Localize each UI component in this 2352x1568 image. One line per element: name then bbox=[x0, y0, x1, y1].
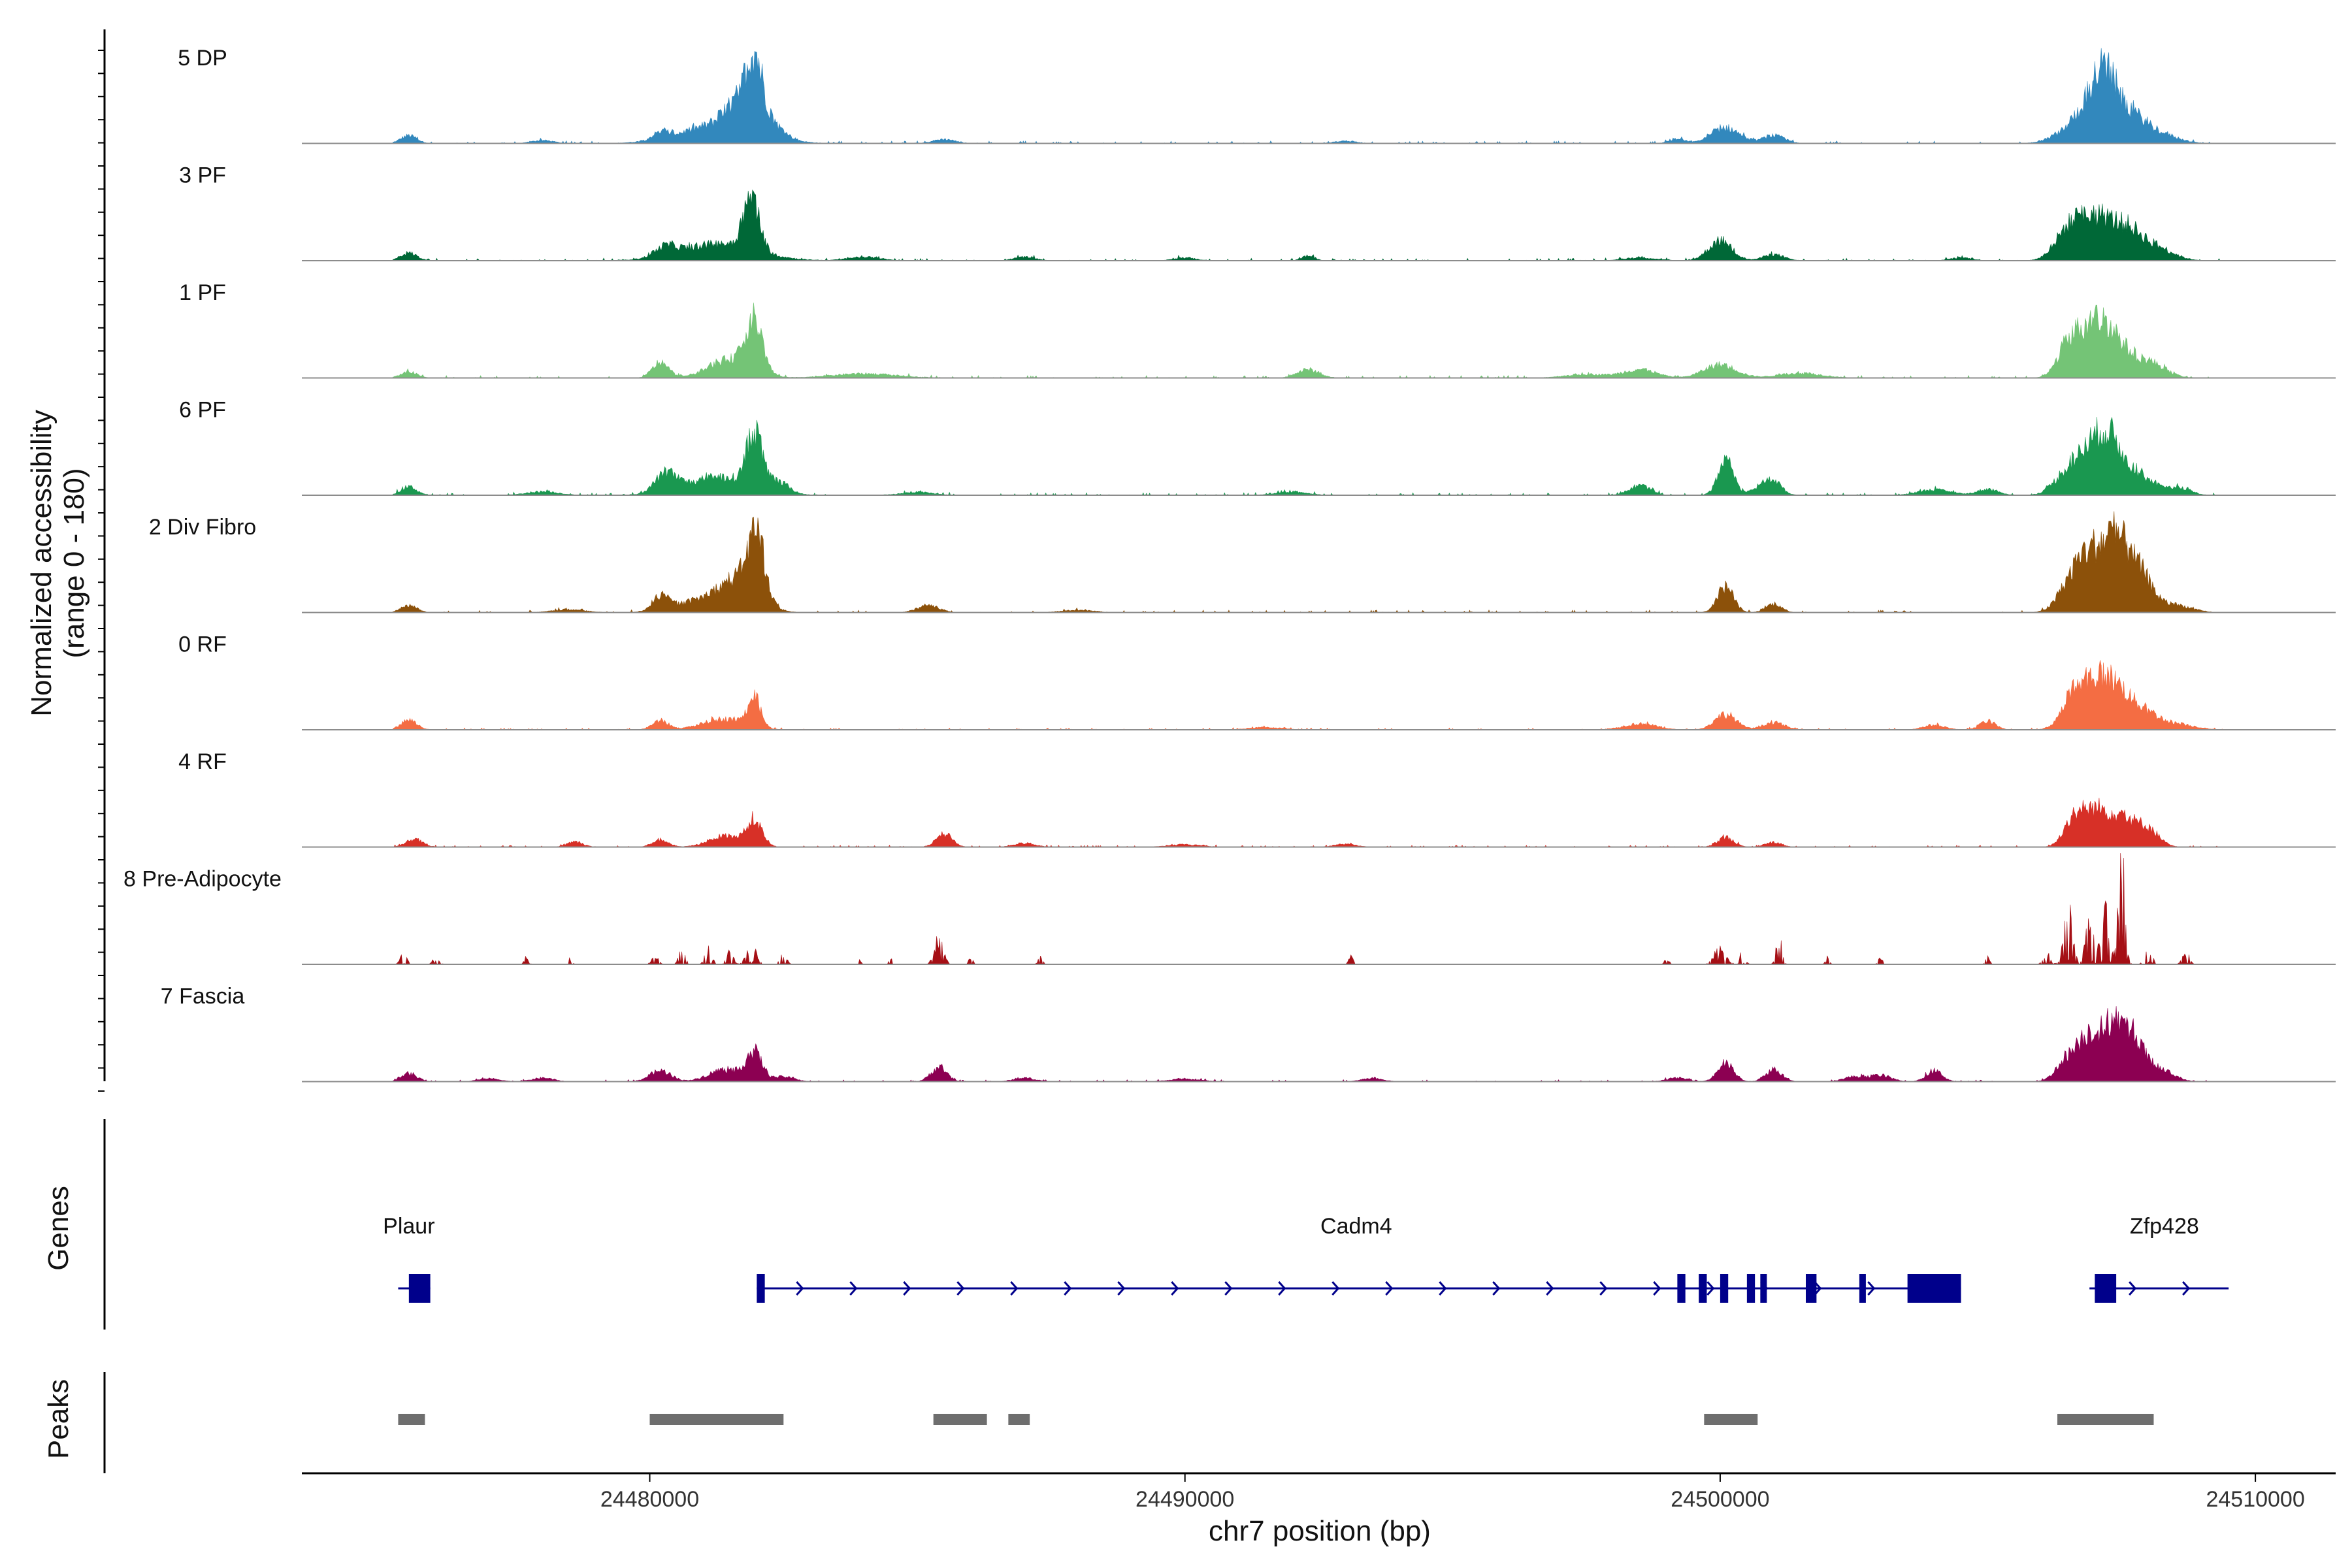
exon bbox=[1760, 1274, 1767, 1303]
track-4: 6 PF bbox=[179, 397, 2336, 496]
coverage-area bbox=[393, 189, 2223, 261]
track-label: 0 RF bbox=[178, 632, 227, 657]
peaks-panel: Peaks bbox=[42, 1372, 2154, 1473]
strand-arrow bbox=[2182, 1281, 2191, 1296]
peak-region bbox=[1008, 1414, 1030, 1425]
track-label: 1 PF bbox=[179, 280, 226, 305]
track-2: 3 PF bbox=[179, 163, 2336, 261]
track-5: 2 Div Fibro bbox=[149, 511, 2336, 613]
x-tick-label: 24500000 bbox=[1671, 1487, 1769, 1512]
coverage-area bbox=[393, 417, 2223, 496]
coverage-area bbox=[393, 660, 2224, 730]
track-1: 5 DP bbox=[178, 46, 2336, 144]
strand-arrow bbox=[1278, 1281, 1286, 1296]
strand-arrow bbox=[1224, 1281, 1233, 1296]
peaks-panel-label: Peaks bbox=[42, 1379, 74, 1459]
genes-panel-label: Genes bbox=[42, 1186, 74, 1271]
track-6: 0 RF bbox=[178, 632, 2336, 730]
exon bbox=[1720, 1274, 1729, 1303]
peak-region bbox=[1704, 1414, 1758, 1425]
track-7: 4 RF bbox=[178, 749, 2336, 848]
exon bbox=[408, 1274, 431, 1303]
track-8: 8 Pre-Adipocyte bbox=[123, 853, 2336, 965]
track-label: 8 Pre-Adipocyte bbox=[123, 866, 282, 891]
exon bbox=[1859, 1274, 1866, 1303]
gene-label: Zfp428 bbox=[2130, 1214, 2199, 1239]
exon bbox=[757, 1274, 765, 1303]
strand-arrow bbox=[1331, 1281, 1340, 1296]
strand-arrow bbox=[1599, 1281, 1608, 1296]
gene-label: Plaur bbox=[383, 1214, 434, 1239]
strand-arrow bbox=[1439, 1281, 1447, 1296]
strand-arrow bbox=[1117, 1281, 1126, 1296]
y-axis-title-line1: Normalized accessibility bbox=[25, 410, 57, 716]
x-axis: chr7 position (bp) 24480000 24490000 24500… bbox=[302, 1472, 2336, 1547]
strand-arrow bbox=[1385, 1281, 1394, 1296]
peak-region bbox=[2057, 1414, 2154, 1425]
gene-cadm4: Cadm4 bbox=[757, 1214, 1961, 1303]
strand-arrow bbox=[1064, 1281, 1072, 1296]
track-label: 7 Fascia bbox=[161, 984, 245, 1009]
gene-zfp428: Zfp428 bbox=[2089, 1214, 2229, 1303]
strand-arrow bbox=[1546, 1281, 1554, 1296]
strand-arrow bbox=[903, 1281, 911, 1296]
track-3: 1 PF bbox=[179, 280, 2336, 379]
exon bbox=[1699, 1274, 1707, 1303]
track-9: 7 Fascia bbox=[161, 984, 2336, 1083]
track-label: 4 RF bbox=[178, 749, 227, 774]
strand-arrow bbox=[1707, 1281, 1715, 1296]
track-label: 6 PF bbox=[179, 397, 226, 422]
strand-arrow bbox=[1171, 1281, 1179, 1296]
strand-arrow bbox=[1653, 1281, 1661, 1296]
x-axis-title: chr7 position (bp) bbox=[1209, 1515, 1431, 1547]
peak-region bbox=[933, 1414, 987, 1425]
coverage-tracks: 5 DP 3 PF 1 PF 6 PF 2 Div Fibro 0 RF 4 RF 8 Pre… bbox=[123, 46, 2336, 1083]
y-axis-title-line2: (range 0 - 180) bbox=[58, 468, 90, 658]
exon bbox=[1907, 1274, 1961, 1303]
coverage-area bbox=[393, 798, 2223, 848]
exon bbox=[1677, 1274, 1686, 1303]
exon bbox=[1746, 1274, 1756, 1303]
strand-arrow bbox=[849, 1281, 858, 1296]
y-axis-title: Normalized accessibility (range 0 - 180) bbox=[25, 410, 90, 716]
coverage-area bbox=[393, 511, 2224, 613]
strand-arrow bbox=[796, 1281, 804, 1296]
gene-label: Cadm4 bbox=[1320, 1214, 1392, 1239]
x-tick-label: 24480000 bbox=[600, 1487, 699, 1512]
exon bbox=[1805, 1274, 1817, 1303]
exon bbox=[2095, 1274, 2117, 1303]
coverage-area bbox=[393, 1006, 2223, 1082]
x-tick-label: 24490000 bbox=[1135, 1487, 1234, 1512]
x-tick-label: 24510000 bbox=[2206, 1487, 2304, 1512]
coverage-area bbox=[393, 302, 2223, 379]
y-axis bbox=[98, 29, 106, 1092]
peak-region bbox=[398, 1414, 425, 1425]
coverage-area bbox=[393, 853, 2223, 965]
track-label: 3 PF bbox=[179, 163, 226, 188]
track-label: 5 DP bbox=[178, 46, 227, 71]
strand-arrow bbox=[2129, 1281, 2137, 1296]
strand-arrow bbox=[956, 1281, 965, 1296]
strand-arrow bbox=[1867, 1281, 1876, 1296]
track-label: 2 Div Fibro bbox=[149, 515, 256, 540]
strand-arrow bbox=[1010, 1281, 1019, 1296]
genes-panel: Genes Plaur Cadm4 Zfp428 bbox=[42, 1119, 2229, 1330]
peak-region bbox=[649, 1414, 784, 1425]
coverage-area bbox=[393, 48, 2223, 144]
gene-plaur: Plaur bbox=[383, 1214, 435, 1303]
strand-arrow bbox=[1492, 1281, 1501, 1296]
